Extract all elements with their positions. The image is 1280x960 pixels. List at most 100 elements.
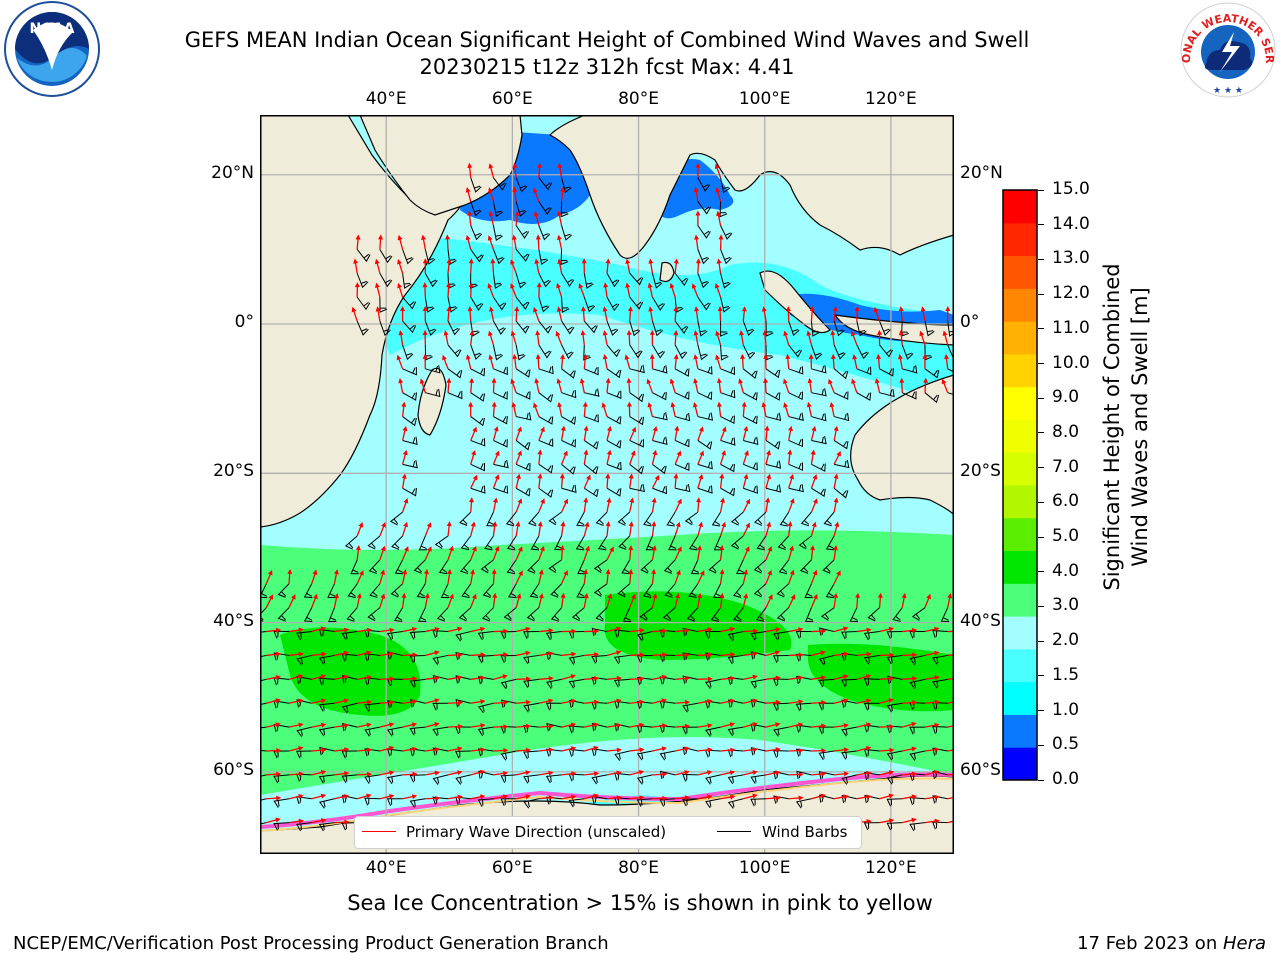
- wave-arrow-head: [646, 378, 652, 385]
- wave-arrow-head: [446, 521, 452, 527]
- wave-arrow-head: [560, 521, 566, 527]
- wave-arrow-head: [585, 545, 590, 552]
- wave-arrow-head: [693, 186, 699, 193]
- wave-arrow-head: [697, 592, 703, 599]
- wave-arrow-head: [743, 425, 749, 432]
- wind-barb: [327, 583, 336, 599]
- colorbar-segment: [1003, 485, 1037, 519]
- wind-barb: [629, 439, 645, 448]
- wave-arrow-head: [798, 795, 804, 801]
- wind-barb: [538, 344, 552, 359]
- wave-arrow-shaft: [512, 333, 517, 346]
- wave-arrow-shaft: [606, 380, 609, 393]
- lon-tick-top: 40°E: [365, 89, 407, 109]
- wave-arrow-head: [511, 234, 517, 240]
- wind-barb: [418, 535, 428, 551]
- wind-barb: [523, 798, 539, 809]
- wind-barb: [788, 483, 804, 493]
- wind-barb: [402, 367, 417, 376]
- wave-arrow-head: [788, 425, 793, 432]
- wind-barb: [863, 678, 880, 687]
- colorbar-tick-label: 6.0: [1052, 491, 1080, 512]
- wave-arrow-shaft: [629, 796, 642, 800]
- wave-arrow-head: [605, 521, 611, 527]
- wave-arrow-head: [398, 377, 404, 384]
- wave-arrow-head: [490, 258, 496, 264]
- lon-tick-bottom: 80°E: [618, 858, 659, 878]
- colorbar-segment: [1003, 288, 1037, 322]
- wind-barb: [364, 702, 380, 712]
- wave-arrow-shaft: [401, 571, 406, 584]
- wave-arrow-head: [412, 746, 418, 752]
- wave-arrow-head: [570, 746, 577, 752]
- primary-wave-direction-arrows: [265, 162, 954, 825]
- wind-barb: [432, 774, 449, 785]
- wind-barb: [765, 440, 781, 450]
- colorbar-tick-mark: [1038, 363, 1044, 365]
- wave-arrow-head: [609, 546, 614, 553]
- wave-arrow-head: [480, 747, 486, 753]
- wind-barb: [651, 296, 666, 311]
- wind-barb: [492, 225, 503, 242]
- wind-barb: [606, 320, 619, 336]
- wave-field-4-5m-west: [280, 627, 421, 716]
- wind-barb: [584, 414, 599, 423]
- wave-arrow-head: [515, 521, 521, 527]
- wave-arrow-head: [468, 258, 474, 264]
- colorbar-tick-mark: [1038, 605, 1044, 607]
- wave-arrow-shaft: [425, 772, 438, 776]
- wave-arrow-head: [267, 569, 273, 576]
- lon-tick-bottom: 120°E: [865, 858, 917, 878]
- wave-arrow-shaft: [447, 380, 450, 393]
- wave-arrow-head: [446, 568, 452, 575]
- lat-tick-right: 20°S: [960, 461, 1001, 482]
- wind-barb: [697, 440, 713, 450]
- wind-barb: [515, 440, 531, 451]
- wave-arrow-head: [850, 330, 856, 337]
- wave-arrow-shaft: [675, 796, 688, 800]
- wave-arrow-head: [836, 450, 841, 457]
- wave-arrow-shaft: [538, 595, 543, 608]
- wave-arrow-shaft: [788, 428, 792, 441]
- wind-barb: [756, 535, 767, 551]
- wave-arrow-shaft: [558, 404, 563, 417]
- wave-arrow-shaft: [743, 699, 756, 704]
- wave-arrow-head: [434, 627, 440, 632]
- wave-arrow-shaft: [765, 428, 768, 441]
- wind-barb: [470, 201, 482, 217]
- wind-barb: [561, 416, 576, 425]
- wind-barb: [500, 654, 517, 663]
- wave-arrow-shaft: [697, 654, 710, 657]
- wave-arrow-shaft: [401, 404, 405, 417]
- wind-barb: [788, 366, 804, 375]
- wind-barb: [682, 773, 698, 782]
- wave-arrow-head: [899, 377, 905, 383]
- wind-barb: [402, 392, 417, 401]
- wave-arrow-head: [494, 474, 500, 480]
- wave-arrow-shaft: [697, 500, 700, 513]
- wave-arrow-head: [321, 818, 327, 824]
- wave-arrow-head: [570, 674, 577, 680]
- wave-arrow-head: [673, 473, 679, 479]
- wave-arrow-head: [421, 234, 426, 240]
- wave-arrow-shaft: [856, 747, 869, 752]
- wave-arrow-head: [411, 794, 418, 800]
- wave-arrow-head: [649, 353, 655, 359]
- wave-arrow-head: [320, 698, 327, 704]
- colorbar-tick-label: 5.0: [1052, 526, 1080, 547]
- wind-barb: [804, 583, 813, 599]
- wave-arrow-shaft: [765, 548, 772, 561]
- wave-arrow-head: [525, 650, 531, 656]
- wind-barb: [618, 535, 631, 550]
- svg-text:★ ★ ★: ★ ★ ★: [1213, 86, 1243, 96]
- wave-arrow-head: [488, 163, 494, 169]
- wave-arrow-head: [443, 330, 449, 336]
- wave-arrow-head: [843, 747, 850, 753]
- wind-barb: [561, 344, 574, 360]
- wind-barb: [493, 296, 507, 311]
- wind-barb: [606, 487, 622, 497]
- wind-barb: [402, 487, 417, 497]
- wave-arrow-head: [563, 570, 568, 576]
- wind-barb: [818, 726, 835, 735]
- wind-barb: [727, 654, 744, 665]
